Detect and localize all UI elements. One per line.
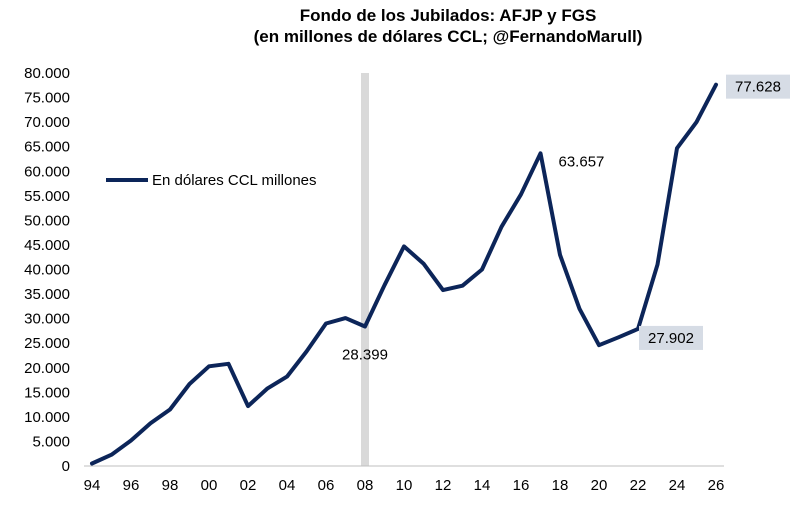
x-tick-label: 02 [240,477,257,494]
x-tick-label: 06 [318,477,335,494]
x-tick-label: 04 [279,477,296,494]
data-point [402,244,406,248]
x-tick-label: 08 [357,477,374,494]
data-point [188,382,192,386]
chart-title: Fondo de los Jubilados: AFJP y FGS [300,6,597,25]
data-point [422,262,426,266]
data-point [266,386,270,390]
x-tick-label: 24 [669,477,686,494]
x-tick-label: 94 [84,477,101,494]
data-point [617,335,621,339]
y-tick-label: 20.000 [24,360,70,377]
data-point [578,307,582,311]
data-point [149,421,153,425]
x-tick-label: 00 [201,477,218,494]
x-tick-label: 98 [162,477,179,494]
legend: En dólares CCL millones [106,172,317,189]
data-point [110,453,114,457]
data-point [441,288,445,292]
x-tick-label: 16 [513,477,530,494]
y-tick-label: 40.000 [24,262,70,279]
reference-band-2008 [361,73,369,466]
x-tick-label: 12 [435,477,452,494]
x-axis-tick-labels: 94 96 98 00 02 04 06 08 10 12 14 16 18 20 22 24 26 [84,477,725,494]
data-point [227,362,231,366]
data-point [383,283,387,287]
y-tick-label: 70.000 [24,114,70,131]
data-point [305,350,309,354]
data-point [168,408,172,412]
y-tick-label: 5.000 [32,433,70,450]
data-point [500,225,504,229]
data-point [539,151,543,155]
data-point [695,120,699,124]
series-points [90,83,718,466]
data-label: 28.399 [342,346,388,363]
data-label: 77.628 [735,79,781,96]
y-tick-label: 15.000 [24,384,70,401]
data-label: 27.902 [648,330,694,347]
data-point [90,462,94,466]
data-annotations: 28.399 63.657 27.902 77.628 [342,74,790,363]
y-tick-label: 60.000 [24,163,70,180]
annotation-box [726,74,790,99]
data-point [363,324,367,328]
data-point [519,192,523,196]
y-tick-label: 25.000 [24,335,70,352]
y-tick-label: 75.000 [24,90,70,107]
data-point [480,268,484,272]
x-tick-label: 18 [552,477,569,494]
x-tick-label: 26 [708,477,725,494]
x-tick-label: 22 [630,477,647,494]
y-tick-label: 65.000 [24,139,70,156]
y-axis-tick-labels: 0 5.000 10.000 15.000 20.000 25.000 30.000 35.0… [24,65,70,475]
data-point [656,263,660,267]
data-point [285,375,289,379]
data-point [714,83,718,87]
data-point [246,404,250,408]
y-tick-label: 0 [62,458,70,475]
data-point [129,438,133,442]
y-tick-label: 30.000 [24,311,70,328]
y-tick-label: 45.000 [24,237,70,254]
data-point [597,343,601,347]
y-tick-label: 50.000 [24,212,70,229]
data-point [324,322,328,326]
x-tick-label: 14 [474,477,491,494]
y-tick-label: 80.000 [24,65,70,82]
data-point [207,364,211,368]
x-tick-label: 96 [123,477,140,494]
chart-subtitle: (en millones de dólares CCL; @FernandoMa… [254,27,643,46]
data-point [344,316,348,320]
x-tick-label: 20 [591,477,608,494]
legend-label: En dólares CCL millones [152,172,317,189]
annotation-box [639,325,703,350]
data-point [461,284,465,288]
y-tick-label: 35.000 [24,286,70,303]
data-point [558,253,562,257]
y-tick-label: 10.000 [24,409,70,426]
y-tick-label: 55.000 [24,188,70,205]
series-line-en-dolares-ccl [90,82,718,466]
x-tick-label: 10 [396,477,413,494]
data-label: 63.657 [559,153,605,170]
data-point [675,146,679,150]
